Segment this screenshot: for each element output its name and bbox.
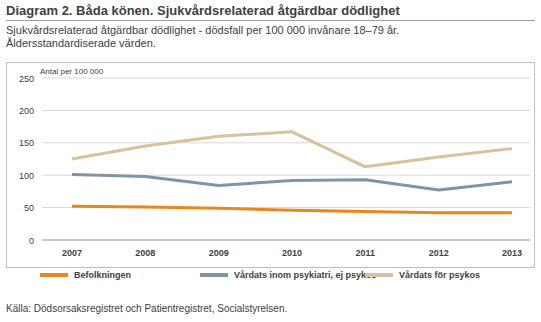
x-tick-label: 2009: [209, 248, 229, 258]
x-tick-label: 2007: [62, 248, 82, 258]
grid-line: [42, 78, 530, 79]
y-tick-label: 100: [19, 171, 34, 181]
series-group: [72, 132, 512, 213]
y-tick-label: 150: [19, 138, 34, 148]
subtitle-line: Sjukvårdsrelaterad åtgärdbar dödlighet -…: [6, 24, 399, 36]
plot-frame: [7, 63, 535, 268]
legend-label: Vårdats för psykos: [399, 270, 480, 280]
legend-swatch: [365, 273, 393, 277]
chart: Diagram 2. Båda könen. Sjukvårdsrelatera…: [0, 0, 541, 322]
y-tick-label: 250: [19, 74, 34, 84]
x-tick-label: 2008: [135, 248, 155, 258]
y-tick-label: 50: [24, 203, 34, 213]
source: Källa: Dödsorsaksregistret och Patientre…: [6, 303, 287, 314]
subtitle: Sjukvårdsrelaterad åtgärdbar dödlighet -…: [6, 24, 399, 49]
series-line: [72, 175, 512, 191]
x-tick-label: 2013: [502, 248, 522, 258]
subtitle-line: Åldersstandardiserade värden.: [6, 37, 156, 49]
grid-line: [42, 110, 530, 111]
y-tick-label: 200: [19, 106, 34, 116]
x-axis-line: [42, 240, 530, 241]
legend-label: Befolkningen: [74, 270, 131, 280]
series-line: [72, 206, 512, 212]
series-line: [72, 132, 512, 167]
grid-line: [42, 240, 530, 241]
legend-label: Vårdats inom psykiatri, ej psykos: [234, 270, 377, 280]
y-axis-label: Antal per 100 000: [40, 67, 104, 76]
legend-swatch: [200, 273, 228, 277]
grid-line: [42, 142, 530, 143]
title-rule: [6, 20, 535, 21]
x-tick-label: 2010: [282, 248, 302, 258]
y-tick-label: 0: [29, 236, 34, 246]
x-tick-label: 2011: [356, 248, 376, 258]
legend-swatch: [40, 273, 68, 277]
x-tick-label: 2012: [429, 248, 449, 258]
title: Diagram 2. Båda könen. Sjukvårdsrelatera…: [6, 3, 400, 18]
